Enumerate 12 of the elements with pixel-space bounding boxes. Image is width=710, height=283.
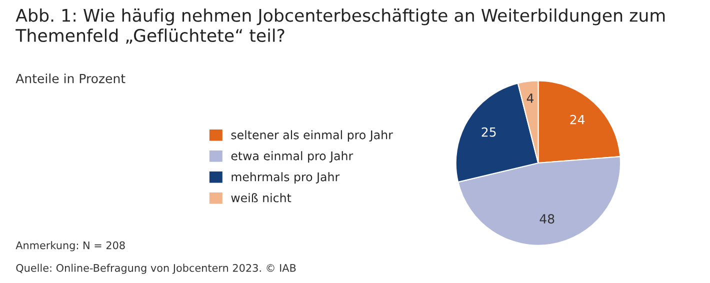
source-note: Quelle: Online-Befragung von Jobcentern 2023. © IAB (16, 264, 296, 274)
legend-label: mehrmals pro Jahr (232, 172, 340, 184)
data-label: 4 (526, 94, 534, 103)
legend-label: weiß nicht (231, 193, 292, 202)
chart-title: Abb. 1: Wie häufig nehmen Jobcenterbeschäftigte an Weiterbildungen zum Themenfeld „Geflüchtete“ teil? (16, 8, 665, 44)
legend-label: etwa einmal pro Jahr (231, 151, 354, 163)
text: Anteile in Prozent (16, 74, 126, 84)
data-label: 25 (482, 127, 496, 137)
data-label: 48 (540, 214, 554, 224)
text: Anmerkung: N = 208 (16, 241, 125, 252)
data-label: 24 (570, 114, 585, 124)
legend-label: seltener als einmal pro Jahr (231, 130, 393, 142)
